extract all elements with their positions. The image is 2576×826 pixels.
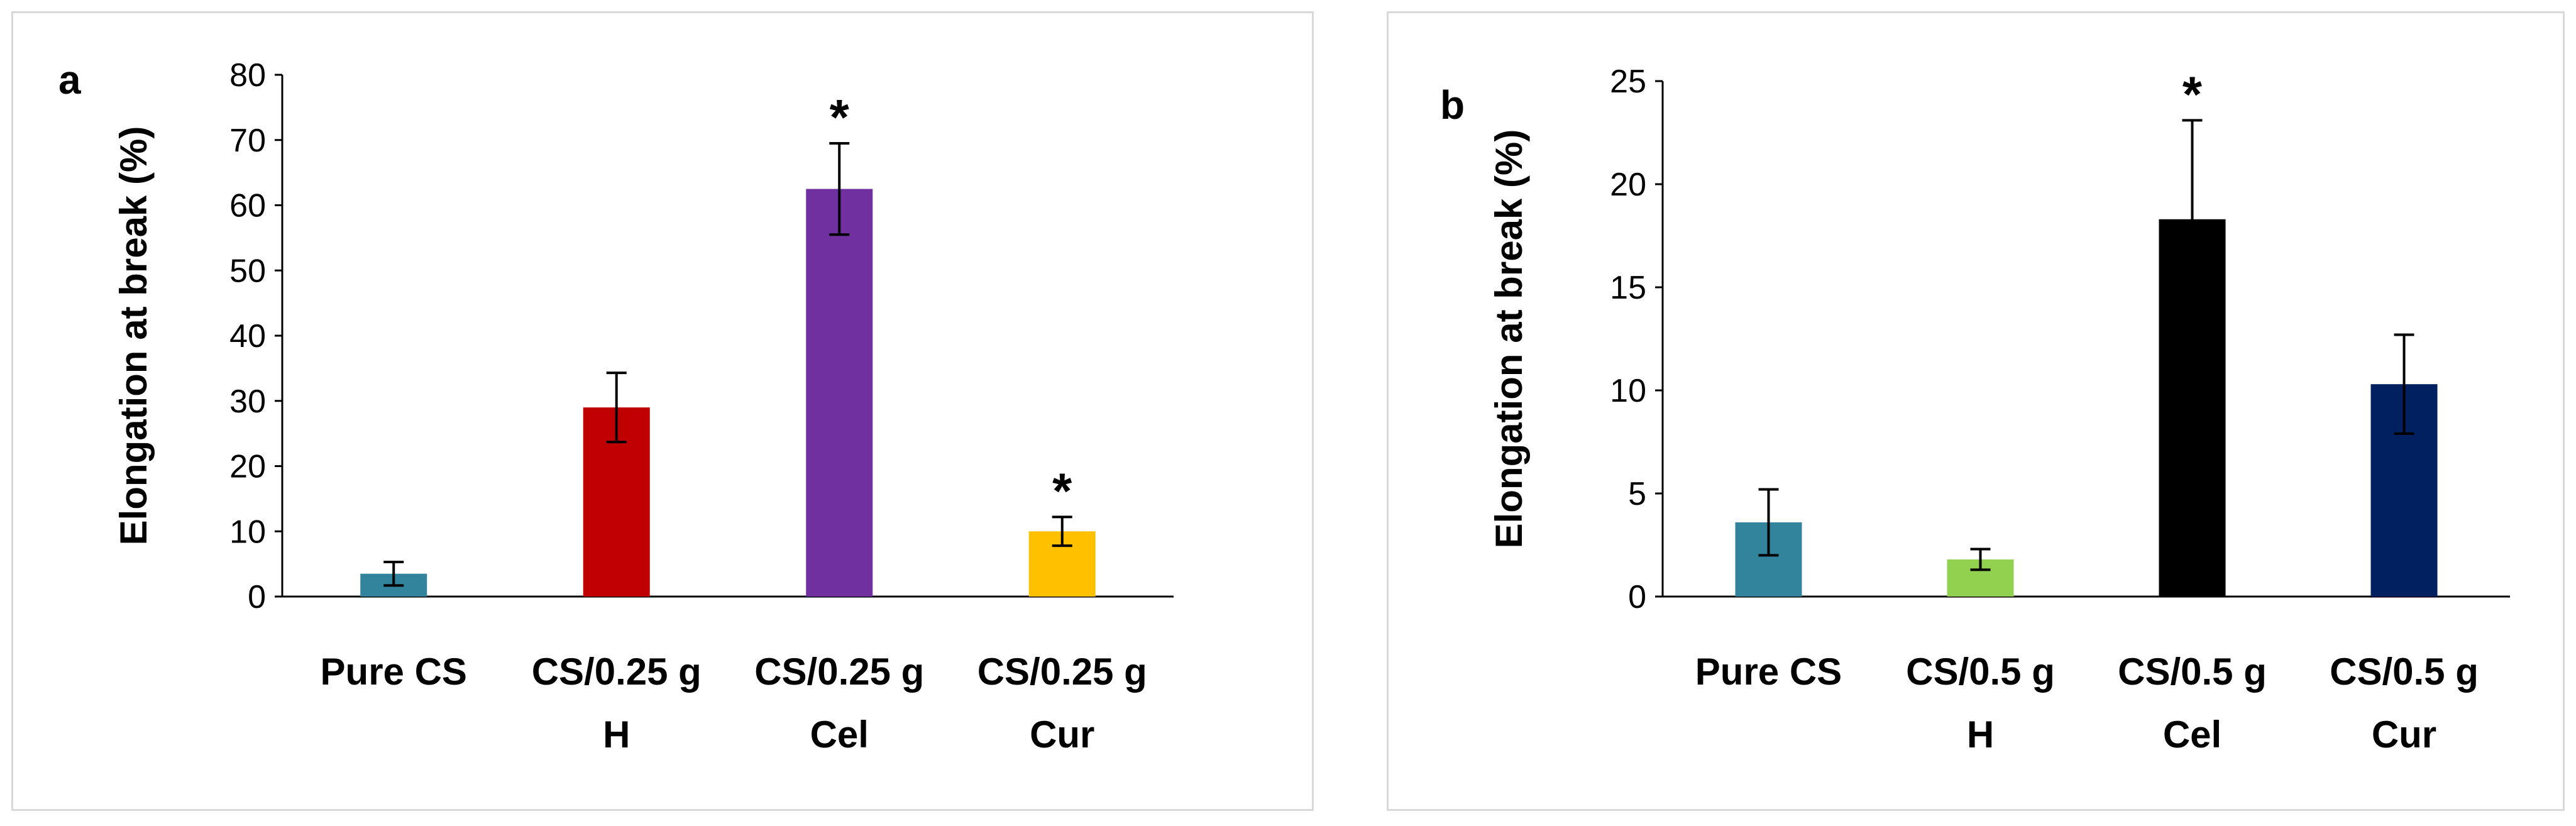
y-tick-label: 40 bbox=[229, 318, 266, 355]
bar-chart-a: a Elongation at break (%) 0 10 20 30 40 50 60 70 8… bbox=[58, 57, 1174, 756]
x-category-label: CS/0.25 g bbox=[977, 651, 1147, 693]
panel-label: b bbox=[1440, 82, 1465, 128]
x-category-label: H bbox=[1967, 713, 1994, 756]
y-tick-label: 30 bbox=[229, 383, 266, 420]
significance-marker: * bbox=[2182, 66, 2203, 122]
x-category-label: Pure CS bbox=[1695, 651, 1842, 693]
y-tick-label: 10 bbox=[229, 514, 266, 550]
bar-chart-b: b Elongation at break (%) 0 5 10 15 20 25 Pure C… bbox=[1440, 63, 2510, 756]
significance-marker: * bbox=[1052, 463, 1072, 519]
x-category-label: Cel bbox=[2163, 713, 2221, 756]
x-category-label: CS/0.25 g bbox=[754, 651, 924, 693]
x-category-label: H bbox=[603, 713, 630, 756]
y-tick-label: 0 bbox=[248, 579, 266, 615]
y-tick-label: 5 bbox=[1628, 476, 1646, 512]
y-axis-label: Elongation at break (%) bbox=[113, 126, 155, 546]
bar bbox=[806, 189, 873, 597]
x-category-label: CS/0.25 g bbox=[532, 651, 702, 693]
x-category-label: CS/0.5 g bbox=[2330, 651, 2479, 693]
y-tick-label: 15 bbox=[1610, 270, 1646, 306]
x-category-label: CS/0.5 g bbox=[2118, 651, 2267, 693]
y-tick-label: 0 bbox=[1628, 579, 1646, 615]
y-tick-label: 60 bbox=[229, 188, 266, 224]
chart-panel-b: b Elongation at break (%) 0 5 10 15 20 25 Pure C… bbox=[1387, 11, 2565, 811]
y-tick-label: 10 bbox=[1610, 373, 1646, 409]
y-tick-label: 25 bbox=[1610, 63, 1646, 100]
y-tick-label: 20 bbox=[229, 449, 266, 485]
y-tick-label: 50 bbox=[229, 253, 266, 289]
y-tick-label: 20 bbox=[1610, 167, 1646, 203]
x-category-label: Cel bbox=[810, 713, 869, 756]
y-axis-label: Elongation at break (%) bbox=[1488, 129, 1530, 549]
x-category-label: Cur bbox=[1030, 713, 1094, 756]
y-tick-label: 70 bbox=[229, 123, 266, 159]
significance-marker: * bbox=[830, 89, 850, 145]
x-category-label: Cur bbox=[2372, 713, 2436, 756]
x-category-label: Pure CS bbox=[321, 651, 467, 693]
y-tick-label: 80 bbox=[229, 57, 266, 94]
x-category-label: CS/0.5 g bbox=[1906, 651, 2055, 693]
chart-panel-a: a Elongation at break (%) 0 10 20 30 40 50 60 70 8… bbox=[11, 11, 1314, 811]
panel-label: a bbox=[58, 57, 81, 102]
